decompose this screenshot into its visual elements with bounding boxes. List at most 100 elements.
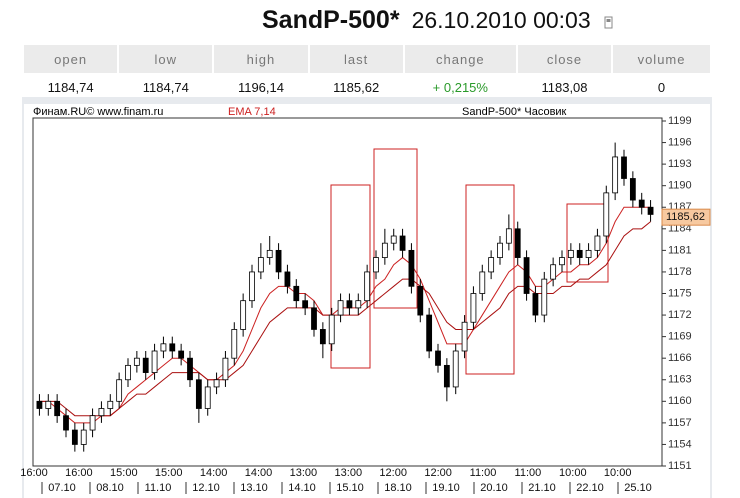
last-price-label: 1185,62 (666, 211, 705, 223)
candle-body (98, 408, 105, 417)
y-tick-label: 1172 (668, 309, 692, 321)
x-time-label: 10:00 (559, 467, 587, 479)
column-header: low (119, 45, 213, 73)
column-header: last (309, 45, 403, 73)
candle-body (302, 300, 309, 309)
candle-body (629, 178, 636, 201)
x-time-label: 16:00 (65, 467, 93, 479)
indicator: EMA 7,14 (228, 106, 276, 118)
x-time-label: 11:00 (515, 467, 542, 479)
title: SandP-500* (262, 6, 400, 34)
column-header: volume (613, 45, 710, 73)
candle-body (390, 235, 397, 244)
x-time-label: 12:00 (424, 467, 452, 479)
candle-body (36, 400, 43, 409)
candle-body (612, 156, 619, 194)
candle-body (204, 386, 211, 409)
y-tick-label: 1157 (668, 417, 692, 429)
candle-body (399, 235, 406, 251)
y-tick-label: 1166 (668, 352, 692, 364)
annotations (330, 148, 609, 375)
candle-body (470, 293, 477, 323)
candle-body (532, 293, 539, 316)
x-time-label: 11:00 (470, 467, 497, 479)
candle-body (505, 228, 512, 244)
x-date-label: 08.10 (96, 482, 124, 494)
candle-body (559, 257, 565, 266)
cell: 0 (657, 79, 666, 95)
candle-body (603, 192, 610, 237)
y-tick-label: 1196 (668, 136, 692, 148)
plot-area (32, 117, 663, 467)
y-tick-label: 1175 (668, 287, 692, 299)
candle-body (275, 249, 282, 273)
candle-body (266, 249, 273, 258)
x-time-label: 12:00 (379, 467, 407, 479)
column-header: open (24, 45, 118, 73)
ema-line (39, 206, 651, 424)
candle-body (249, 271, 255, 302)
candle-body (461, 321, 468, 352)
y-tick-label: 1160 (668, 395, 692, 407)
highlight-box (465, 184, 515, 375)
x-time-label: 14:00 (245, 467, 273, 479)
y-tick-label: 1178 (668, 266, 692, 278)
cell: 1185,62 (333, 79, 380, 95)
title-block: SandP-500* 26.10.2010 00:03 (262, 6, 613, 35)
candle-body (523, 257, 530, 294)
candle-body (443, 364, 450, 388)
candle-body (89, 415, 96, 431)
x-date-label: 19.10 (432, 482, 460, 494)
candle-body (178, 350, 185, 359)
candle-body (187, 357, 193, 381)
candle-body (71, 429, 78, 445)
candle-body (408, 249, 415, 287)
x-time-label: 10:00 (604, 467, 632, 479)
cell: + 0,215% (432, 79, 488, 95)
candle-body (426, 314, 433, 352)
x-time-label: 14:00 (200, 467, 228, 479)
quote-table: open low high last change close volume 1184,74 1… (22, 45, 712, 101)
candle-body (222, 357, 229, 381)
x-date-label: 21.10 (528, 482, 556, 494)
candle-body (381, 242, 388, 258)
candle-body (337, 300, 344, 316)
highlight-box (373, 148, 418, 309)
candle-body (550, 264, 557, 280)
x-time-label: 13:00 (290, 467, 318, 479)
column-header: high (214, 45, 308, 73)
candle-body (195, 379, 202, 409)
x-time-label: 15:00 (155, 467, 183, 479)
candle-body (284, 271, 291, 287)
candle-body (133, 357, 140, 366)
y-tick-label: 1193 (668, 158, 692, 170)
candle-body (151, 350, 158, 373)
candle-body (621, 156, 627, 179)
candle-body (80, 429, 87, 445)
highlight-box (566, 203, 609, 283)
x-date-label: 07.10 (48, 482, 76, 494)
y-tick-label: 1181 (668, 244, 692, 256)
candle-body (364, 271, 371, 302)
candle-body (160, 343, 167, 352)
candle-body (142, 357, 149, 373)
candle-body (638, 199, 645, 208)
x-date-label: 22.10 (576, 482, 604, 494)
x-date-label: 11.10 (145, 482, 172, 494)
candle-body (594, 235, 601, 251)
x-date-label: 18.10 (384, 482, 412, 494)
column-header: change (404, 45, 516, 73)
x-date-label: 12.10 (192, 482, 220, 494)
candle-body (479, 271, 486, 294)
candle-body (346, 300, 353, 309)
candle-body (541, 278, 548, 316)
candle-body (576, 249, 583, 258)
x-date-label: 14.10 (288, 482, 316, 494)
candle-body (452, 350, 459, 388)
x-date-label: 15.10 (336, 482, 364, 494)
candle-body (585, 249, 592, 258)
candle-body (355, 300, 362, 309)
candle-body (169, 343, 176, 352)
y-tick-label: 1169 (668, 331, 692, 343)
